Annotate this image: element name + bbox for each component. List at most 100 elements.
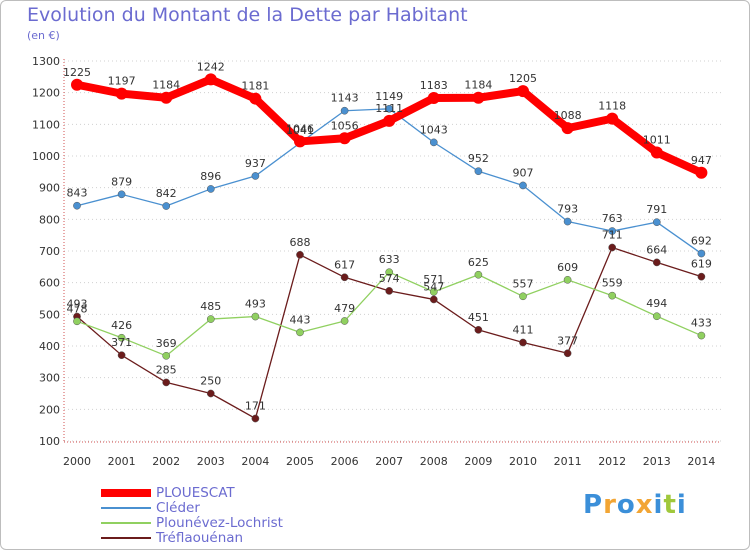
data-point xyxy=(385,287,394,295)
data-point xyxy=(251,312,260,321)
y-tick-label: 300 xyxy=(39,372,60,385)
logo-letter: x xyxy=(635,490,654,520)
data-label: 1197 xyxy=(108,75,136,88)
data-point xyxy=(429,138,438,147)
data-label: 547 xyxy=(423,280,444,293)
data-label: 1225 xyxy=(63,66,91,79)
y-tick-label: 1100 xyxy=(32,118,60,131)
x-tick-label: 2009 xyxy=(464,455,492,468)
data-point xyxy=(338,132,351,145)
data-point xyxy=(697,249,706,258)
data-label: 1011 xyxy=(643,134,671,147)
data-label: 793 xyxy=(557,203,578,216)
data-point xyxy=(294,135,306,148)
chart-title: Evolution du Montant de la Dette par Hab… xyxy=(27,4,468,26)
legend-swatch xyxy=(101,507,151,509)
data-label: 171 xyxy=(245,400,266,413)
data-point xyxy=(71,78,83,91)
data-point xyxy=(429,295,438,304)
data-label: 711 xyxy=(602,229,623,242)
data-label: 285 xyxy=(156,363,177,376)
logo-letter: t xyxy=(663,490,677,520)
y-tick-label: 200 xyxy=(39,403,60,416)
data-point xyxy=(519,338,527,347)
data-label: 843 xyxy=(67,187,88,200)
data-point xyxy=(652,312,661,321)
data-point xyxy=(296,250,304,259)
x-tick-label: 2008 xyxy=(420,455,448,468)
data-label: 1184 xyxy=(464,79,492,92)
data-label: 559 xyxy=(602,277,623,290)
data-point xyxy=(251,172,260,180)
x-tick-label: 2013 xyxy=(643,455,671,468)
data-label: 1043 xyxy=(420,123,448,136)
data-label: 433 xyxy=(691,317,712,330)
y-tick-label: 600 xyxy=(39,277,60,290)
data-point xyxy=(115,87,128,100)
proxiti-logo: Proxiti xyxy=(583,490,687,520)
data-label: 1056 xyxy=(331,119,359,132)
data-label: 377 xyxy=(557,334,578,347)
data-label: 907 xyxy=(513,166,534,179)
legend-item: Cléder xyxy=(101,501,361,516)
data-point xyxy=(472,91,485,104)
x-tick-label: 2003 xyxy=(197,455,225,468)
data-point xyxy=(563,275,572,284)
data-point xyxy=(429,288,438,296)
data-label: 411 xyxy=(513,324,534,337)
data-point xyxy=(117,333,126,342)
data-label: 1041 xyxy=(286,124,314,137)
data-label: 879 xyxy=(111,175,132,188)
data-label: 937 xyxy=(245,157,266,170)
data-point xyxy=(561,122,574,135)
data-label: 952 xyxy=(468,152,489,165)
data-point xyxy=(206,315,215,323)
data-point xyxy=(206,185,215,193)
data-label: 619 xyxy=(691,258,712,271)
logo-letter: i xyxy=(653,490,664,520)
x-tick-label: 2004 xyxy=(241,455,269,468)
x-tick-label: 2001 xyxy=(108,455,136,468)
data-point xyxy=(519,181,527,190)
data-label: 451 xyxy=(468,311,489,324)
data-label: 493 xyxy=(67,298,88,311)
chart-legend: PLOUESCAT Cléder Plounévez-Lochrist Tréflao… xyxy=(101,486,361,546)
data-label: 609 xyxy=(557,261,578,274)
data-point xyxy=(608,291,617,300)
data-point xyxy=(517,85,529,98)
data-point xyxy=(606,112,619,125)
data-label: 791 xyxy=(646,203,667,216)
data-point xyxy=(162,351,171,360)
data-point xyxy=(251,414,260,423)
data-label: 371 xyxy=(111,336,132,349)
data-point xyxy=(563,217,572,226)
logo-letter: o xyxy=(616,490,636,520)
data-label: 1183 xyxy=(420,79,448,92)
data-point xyxy=(385,104,394,113)
data-label: 1088 xyxy=(554,109,582,122)
data-point xyxy=(650,146,663,159)
data-label: 1111 xyxy=(375,102,403,115)
data-point xyxy=(73,317,81,326)
data-label: 1143 xyxy=(331,92,359,105)
data-point xyxy=(697,331,706,340)
data-label: 1118 xyxy=(598,100,626,113)
data-point xyxy=(340,106,349,115)
data-label: 664 xyxy=(646,243,667,256)
x-tick-label: 2000 xyxy=(63,455,91,468)
x-tick-label: 2010 xyxy=(509,455,537,468)
legend-swatch xyxy=(101,489,151,497)
x-tick-label: 2005 xyxy=(286,455,314,468)
logo-letter: i xyxy=(676,490,687,520)
legend-label: PLOUESCAT xyxy=(156,485,235,501)
data-point xyxy=(474,167,483,176)
data-label: 478 xyxy=(67,302,88,315)
legend-label: Plounévez-Lochrist xyxy=(156,515,283,531)
x-tick-label: 2012 xyxy=(598,455,626,468)
x-tick-label: 2014 xyxy=(687,455,715,468)
legend-item: Tréflaouénan xyxy=(101,531,361,546)
data-point xyxy=(383,114,396,127)
data-label: 1181 xyxy=(241,80,269,93)
